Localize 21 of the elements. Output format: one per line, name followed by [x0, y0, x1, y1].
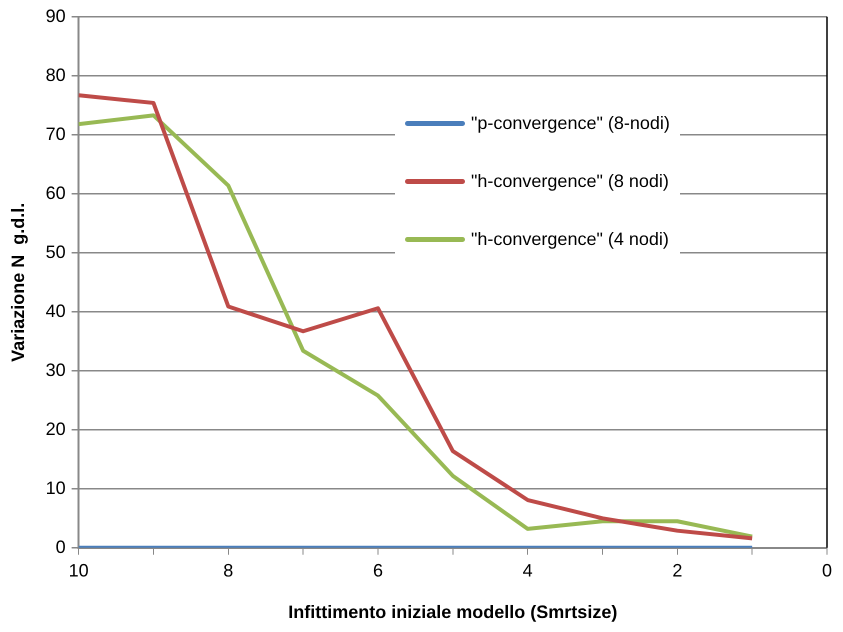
x-tick-label: 6 — [372, 560, 383, 581]
x-tick-label: 10 — [68, 560, 89, 581]
x-tick-label: 8 — [223, 560, 234, 581]
y-tick-label: 0 — [56, 536, 66, 557]
y-tick-label: 30 — [46, 360, 66, 380]
x-axis-title: Infittimento iniziale modello (Smrtsize) — [288, 602, 618, 622]
x-tick-label: 2 — [672, 560, 682, 581]
y-tick-label: 20 — [46, 418, 66, 439]
legend-label: "p-convergence" (8-nodi) — [471, 112, 670, 134]
x-tick-label: 4 — [522, 560, 533, 581]
y-tick-label: 80 — [46, 64, 66, 85]
legend-label: "h-convergence" (4 nodi) — [471, 228, 669, 250]
y-tick-label: 10 — [46, 478, 66, 498]
y-axis-title: Variazione N g.d.l. — [8, 202, 28, 362]
y-tick-label: 40 — [46, 300, 66, 321]
x-tick-label: 0 — [822, 560, 832, 581]
legend-label: "h-convergence" (8 nodi) — [471, 170, 669, 192]
y-tick-label: 60 — [46, 182, 66, 203]
y-tick-label: 90 — [46, 6, 66, 26]
y-tick-label: 70 — [46, 124, 66, 144]
y-tick-label: 50 — [46, 242, 66, 262]
